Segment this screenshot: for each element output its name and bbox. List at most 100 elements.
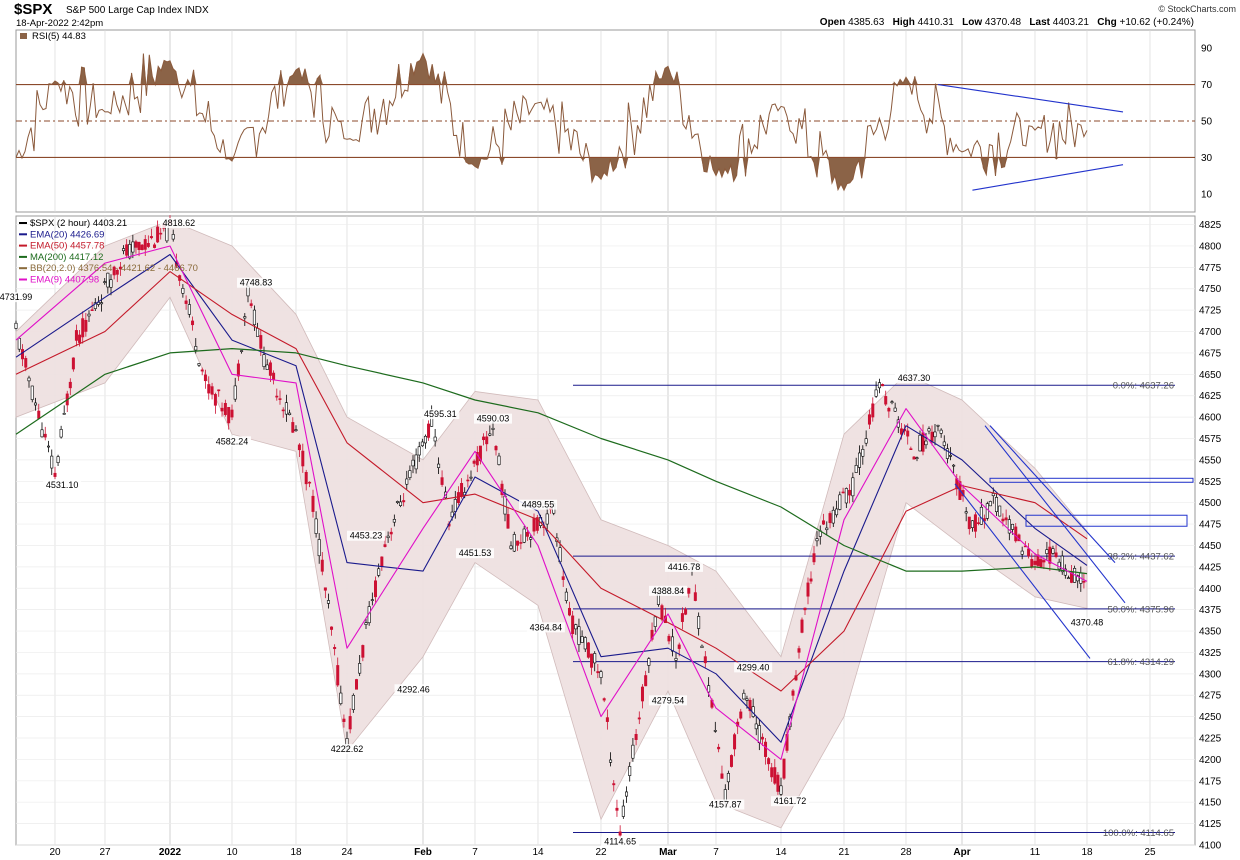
ma-line-ma200 [15, 348, 1088, 575]
candle-body [857, 452, 861, 468]
candle-body [233, 385, 237, 400]
x-tick-label: 14 [532, 847, 544, 858]
price-data-label-bg [734, 662, 773, 673]
rsi-triangle-lower [972, 164, 1124, 191]
candle-body [838, 494, 842, 510]
candle-body [851, 477, 855, 497]
brand-link[interactable]: © StockCharts.com [1158, 4, 1236, 14]
candle-body [835, 508, 839, 516]
candle-body [687, 588, 691, 594]
price-legend-item: EMA(50) 4457.78 [30, 241, 104, 252]
candle-body [628, 766, 632, 776]
candle-body [809, 578, 813, 582]
x-tick-label: 27 [99, 847, 111, 858]
candle-body [525, 531, 529, 537]
candle-body [899, 428, 903, 435]
candle-body [535, 517, 539, 531]
candle-body [991, 493, 995, 497]
candle-body [90, 309, 94, 311]
low-label: Low [962, 17, 983, 28]
candle-body [103, 281, 107, 283]
candle-body [503, 495, 507, 515]
candle-body [812, 553, 816, 563]
candle-body [605, 717, 609, 722]
candle-body [512, 534, 516, 552]
candle-body [634, 734, 638, 740]
candle-body [249, 303, 253, 306]
candle-body [881, 384, 885, 387]
candle-body [417, 446, 421, 456]
candle-body [131, 241, 135, 253]
candle-body [1045, 549, 1049, 554]
candle-body [1063, 568, 1067, 576]
candle-body [240, 350, 244, 352]
price-data-label-bg [456, 548, 494, 559]
fib-label: 38.2%: 4437.62 [1107, 552, 1174, 563]
candle-body [223, 402, 227, 415]
price-y-tick-label: 4475 [1199, 520, 1222, 531]
price-data-label: 4299.40 [737, 662, 770, 672]
candle-body [40, 429, 44, 438]
price-data-label: 4157.87 [709, 799, 742, 809]
candle-body [112, 266, 116, 276]
price-y-tick-label: 4800 [1199, 241, 1222, 252]
price-y-tick-label: 4725 [1199, 306, 1222, 317]
candle-body [364, 622, 368, 625]
candle-body [156, 226, 160, 243]
candle-body [181, 288, 185, 294]
candle-body [998, 505, 1002, 517]
x-tick-label: 14 [775, 847, 787, 858]
candle-body [361, 645, 365, 658]
candle-body [330, 626, 334, 630]
price-data-label-bg [771, 796, 809, 807]
candle-body [742, 692, 746, 700]
x-tick-label: 7 [472, 847, 478, 858]
candle-body [1060, 555, 1064, 573]
candle-body [339, 692, 343, 705]
candle-body [377, 568, 381, 576]
price-data-label: 4590.03 [477, 414, 510, 424]
candle-body [874, 389, 878, 397]
candle-body [640, 686, 644, 702]
x-tick-label: 25 [1144, 847, 1156, 858]
rsi-line [15, 52, 1088, 192]
price-data-label: 4114.65 [604, 836, 636, 846]
candle-body [800, 619, 804, 633]
candle-body [323, 587, 327, 591]
price-data-label-bg [159, 218, 198, 229]
candle-body [272, 372, 276, 381]
candle-body [1020, 550, 1024, 555]
candle-body [964, 511, 968, 514]
candle-body [288, 412, 292, 415]
price-data-label: 4582.24 [216, 436, 249, 446]
price-data-label-bg [394, 684, 433, 695]
candle-body [854, 465, 858, 473]
candle-body [667, 635, 671, 642]
candle-body [748, 699, 752, 712]
candle-body [647, 658, 651, 666]
candle-body [867, 414, 871, 425]
candle-body [423, 435, 427, 444]
price-data-label: 4748.83 [240, 278, 273, 288]
price-y-tick-label: 4550 [1199, 455, 1222, 466]
candle-body [317, 539, 321, 557]
x-tick-label: 22 [595, 847, 607, 858]
candle-body [386, 535, 390, 539]
price-data-label-bg [649, 695, 687, 706]
candle-body [153, 244, 157, 248]
candle-body [140, 244, 144, 251]
candle-body [159, 232, 163, 235]
candle-body [122, 248, 126, 252]
candle-body [358, 663, 362, 674]
candle-body [949, 455, 953, 457]
candle-body [373, 580, 377, 598]
last-value: 4403.21 [1052, 17, 1089, 28]
price-y-tick-label: 4450 [1199, 541, 1222, 552]
x-tick-label: Feb [414, 847, 432, 858]
price-data-label-bg [895, 373, 933, 384]
candle-body [146, 243, 150, 247]
candle-body [14, 322, 18, 329]
candle-body [236, 363, 240, 377]
candle-body [599, 671, 603, 678]
